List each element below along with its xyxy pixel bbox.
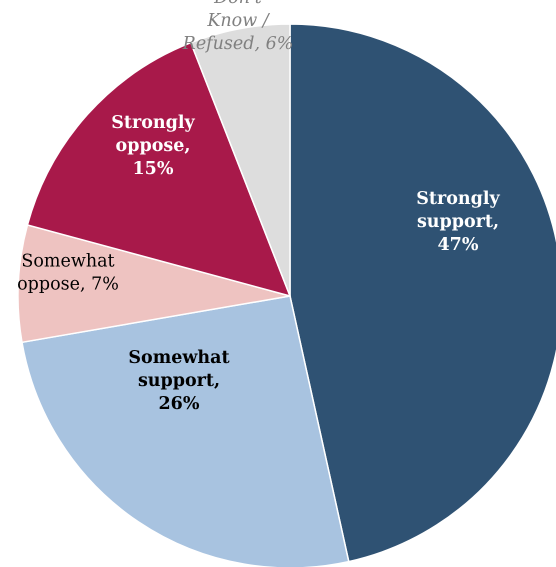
label-line: 26% <box>159 394 200 414</box>
label-line: Refused, 6% <box>182 34 294 54</box>
label-line: Strongly <box>416 189 500 209</box>
pie-labels: Strongly support, 47%Somewhat support, 26%So… <box>17 0 500 414</box>
slice-somewhat-support <box>21 295 350 567</box>
label-line: oppose, 7% <box>17 275 119 295</box>
label-somewhat-oppose: Somewhat oppose, 7% <box>17 252 119 295</box>
pie-slices <box>17 23 556 567</box>
label-line: support, <box>417 212 499 232</box>
label-line: Don't <box>213 0 263 8</box>
slice-strongly-support <box>289 23 556 563</box>
label-line: Somewhat <box>21 252 114 272</box>
label-line: support, <box>138 371 220 391</box>
label-line: Strongly <box>111 113 195 133</box>
label-strongly-oppose: Strongly oppose, 15% <box>111 113 195 179</box>
label-somewhat-support: Somewhat support, 26% <box>128 348 229 414</box>
label-line: oppose, <box>116 136 191 156</box>
label-line: 15% <box>133 159 174 179</box>
label-strongly-support: Strongly support, 47% <box>416 189 500 255</box>
label-don-t-know-refused: Don't Know / Refused, 6% <box>182 0 294 54</box>
slice-strongly-oppose <box>26 41 292 298</box>
label-line: Somewhat <box>128 348 229 368</box>
label-line: 47% <box>438 235 479 255</box>
slice-somewhat-oppose <box>17 224 291 344</box>
slice-don-t-know-refused <box>189 23 291 297</box>
label-line: Know / <box>206 11 270 31</box>
